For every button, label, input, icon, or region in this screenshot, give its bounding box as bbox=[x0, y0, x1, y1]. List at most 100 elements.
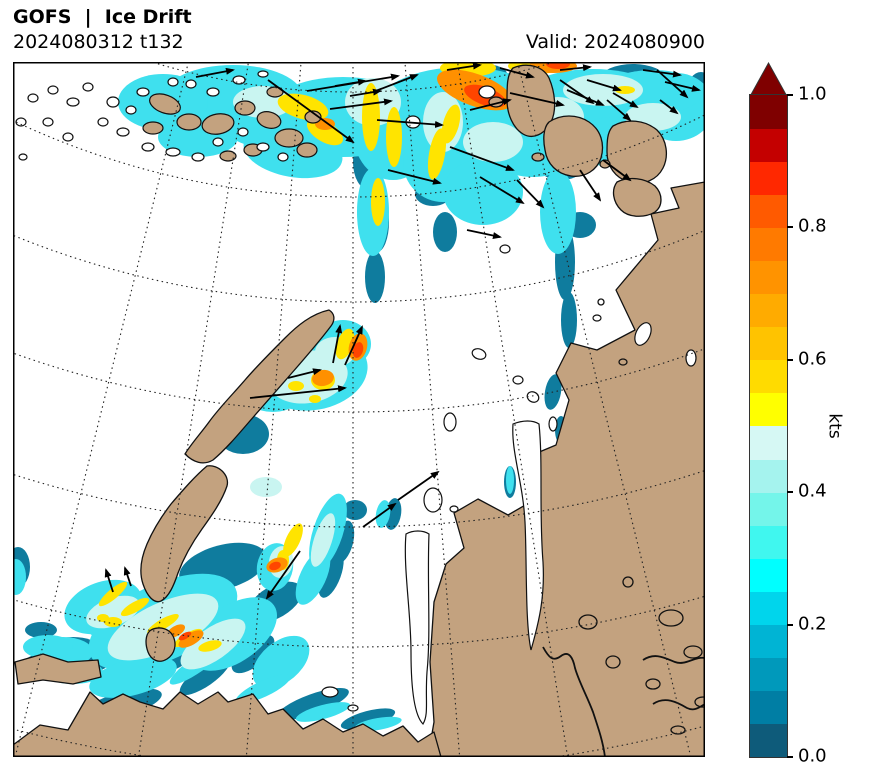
ice-dark-teal-patch bbox=[25, 622, 57, 638]
colorbar-segment bbox=[750, 525, 787, 559]
drift-arrow bbox=[559, 64, 592, 72]
ice-yellow-patch bbox=[362, 83, 380, 151]
drift-arrow bbox=[469, 98, 512, 111]
drift-arrow bbox=[195, 67, 235, 78]
island bbox=[234, 100, 256, 116]
drift-arrow bbox=[466, 229, 502, 239]
ice-yellow-patch bbox=[104, 617, 122, 627]
colorbar-tick-label: 0.0 bbox=[798, 745, 827, 767]
ice-yellow-patch bbox=[198, 640, 222, 652]
ice-cyan-patch bbox=[13, 559, 26, 595]
colorbar-segment bbox=[750, 723, 787, 758]
drift-arrow bbox=[579, 169, 602, 202]
lake-outline bbox=[622, 576, 634, 588]
island bbox=[274, 128, 304, 148]
map-canvas bbox=[13, 62, 705, 757]
island-outline bbox=[116, 127, 130, 137]
drift-arrow bbox=[397, 470, 440, 501]
ice-yellow-patch bbox=[288, 381, 304, 391]
landmass bbox=[145, 627, 176, 662]
island-outline bbox=[125, 105, 137, 115]
colorbar-segment bbox=[750, 591, 787, 626]
longitude-line bbox=[456, 62, 569, 757]
outline-islands bbox=[15, 70, 705, 735]
drift-arrow bbox=[104, 568, 114, 593]
island-outline bbox=[232, 75, 246, 85]
drift-arrow bbox=[344, 325, 363, 366]
colorbar-tick-label: 0.2 bbox=[798, 613, 827, 635]
drift-arrow bbox=[267, 79, 355, 144]
drift-arrow bbox=[332, 324, 343, 364]
lake-outline bbox=[694, 696, 705, 708]
ice-hot-patch bbox=[352, 342, 364, 358]
lake-outline bbox=[618, 358, 628, 366]
island-outline bbox=[592, 314, 602, 322]
river bbox=[542, 646, 606, 757]
drift-arrow bbox=[334, 78, 367, 87]
landmass bbox=[140, 465, 229, 603]
graticule bbox=[13, 62, 705, 757]
river bbox=[642, 655, 705, 664]
island-outline bbox=[478, 85, 496, 99]
island-outline bbox=[256, 142, 270, 152]
colorbar-segment bbox=[750, 128, 787, 162]
drift-arrow bbox=[586, 79, 622, 92]
lake-outline bbox=[578, 614, 598, 630]
colorbar-segment bbox=[750, 690, 787, 725]
ice-cyan-patch bbox=[89, 656, 177, 698]
drift-arrow bbox=[612, 92, 639, 109]
island-outline bbox=[685, 349, 697, 367]
colorbar-segment bbox=[750, 194, 787, 228]
colorbar-segment bbox=[750, 392, 787, 427]
island-outline bbox=[15, 117, 27, 127]
ice-dark-teal-patch bbox=[365, 251, 385, 303]
drift-arrow bbox=[499, 67, 535, 79]
estuary bbox=[404, 530, 430, 725]
ice-hot-patch bbox=[178, 631, 192, 641]
ice-yellow-patch bbox=[120, 597, 150, 617]
ice-yellow-patch bbox=[283, 523, 303, 557]
drift-arrow bbox=[659, 99, 679, 115]
drift-arrow bbox=[265, 550, 301, 600]
island-outline bbox=[106, 96, 120, 108]
island-outline bbox=[257, 70, 269, 78]
island-outline bbox=[206, 87, 220, 97]
drift-arrow bbox=[446, 62, 482, 71]
drift-arrow bbox=[642, 69, 682, 78]
colorbar-segment bbox=[750, 426, 787, 460]
colorbar-segment bbox=[750, 260, 787, 295]
lake-outline bbox=[670, 725, 686, 735]
island-outline bbox=[165, 147, 181, 157]
island-outline bbox=[47, 85, 59, 95]
landmass bbox=[543, 115, 604, 177]
island-outline bbox=[185, 79, 197, 89]
ice-yellow-patch bbox=[427, 128, 447, 180]
island-outline bbox=[237, 127, 249, 137]
colorbar-tick bbox=[787, 358, 793, 361]
drift-arrow bbox=[449, 146, 515, 171]
drift-arrow bbox=[329, 98, 393, 110]
landmass bbox=[13, 691, 442, 757]
island-outline bbox=[42, 117, 54, 127]
ice-pale-patch bbox=[250, 477, 282, 497]
colorbar-tick bbox=[787, 94, 793, 96]
ice-orange-patch bbox=[178, 630, 204, 648]
colorbar-segment bbox=[750, 326, 787, 361]
island bbox=[599, 159, 611, 169]
map-frame bbox=[13, 62, 705, 757]
island-outline bbox=[27, 93, 39, 103]
ice-dark-teal-patch bbox=[433, 212, 457, 252]
island-outline bbox=[97, 117, 109, 127]
valid-time-label: Valid: 2024080900 bbox=[525, 31, 705, 53]
lake-outline bbox=[658, 609, 684, 627]
ice-pale-patch bbox=[463, 122, 523, 162]
island bbox=[296, 142, 318, 158]
colorbar-tick-label: 0.4 bbox=[798, 480, 827, 502]
longitude-line bbox=[14, 62, 190, 757]
colorbar-tick-label: 0.6 bbox=[798, 348, 827, 370]
island-outline bbox=[512, 375, 524, 385]
colorbar-segment bbox=[750, 161, 787, 195]
island bbox=[201, 113, 235, 135]
drift-vectors bbox=[104, 62, 701, 600]
island-outline bbox=[449, 505, 459, 513]
